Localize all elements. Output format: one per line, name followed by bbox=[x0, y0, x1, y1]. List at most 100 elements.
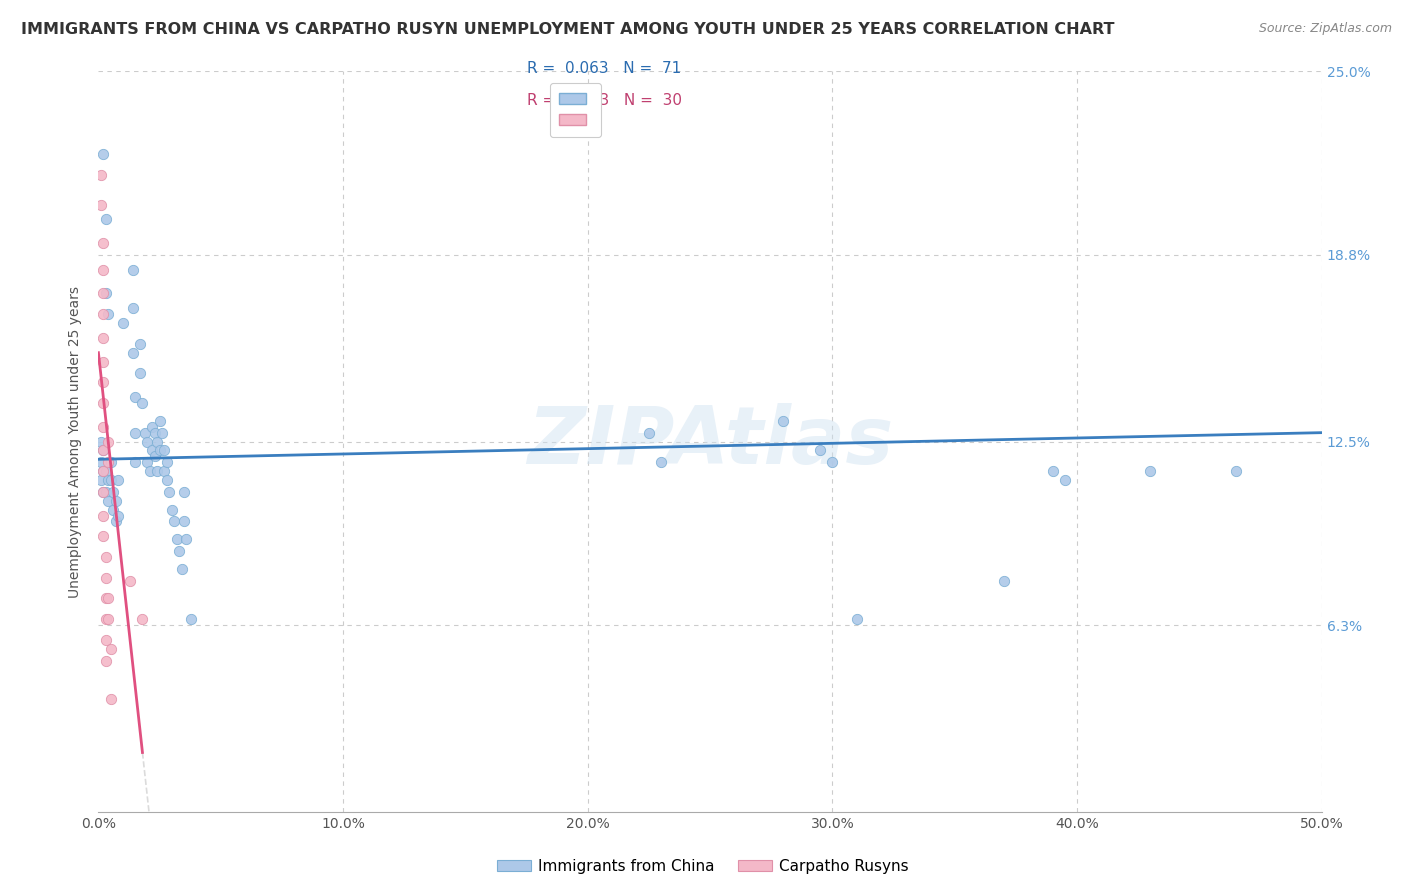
Point bbox=[808, 443, 831, 458]
Point bbox=[90, 473, 112, 487]
Point bbox=[94, 549, 117, 564]
Point bbox=[772, 414, 794, 428]
Point bbox=[91, 396, 114, 410]
Point bbox=[91, 443, 114, 458]
Point bbox=[173, 484, 195, 499]
Point bbox=[91, 307, 114, 321]
Point bbox=[150, 425, 173, 440]
Point bbox=[104, 515, 127, 529]
Point bbox=[146, 434, 169, 449]
Point bbox=[94, 286, 117, 301]
Point bbox=[91, 529, 114, 543]
Point bbox=[111, 316, 134, 330]
Point bbox=[131, 612, 153, 626]
Point bbox=[91, 464, 114, 478]
Point bbox=[91, 484, 114, 499]
Point bbox=[94, 571, 117, 585]
Point bbox=[650, 455, 672, 469]
Point bbox=[176, 533, 198, 547]
Point bbox=[637, 425, 661, 440]
Point bbox=[94, 612, 117, 626]
Point bbox=[100, 455, 122, 469]
Point bbox=[139, 464, 162, 478]
Point bbox=[94, 632, 117, 647]
Point bbox=[1042, 464, 1064, 478]
Point bbox=[160, 502, 183, 516]
Point bbox=[167, 544, 190, 558]
Point bbox=[146, 464, 169, 478]
Point bbox=[131, 396, 153, 410]
Legend: Immigrants from China, Carpatho Rusyns: Immigrants from China, Carpatho Rusyns bbox=[491, 853, 915, 880]
Text: R =  0.063   N =  71: R = 0.063 N = 71 bbox=[527, 62, 682, 76]
Point bbox=[141, 419, 163, 434]
Point bbox=[104, 493, 127, 508]
Point bbox=[136, 434, 159, 449]
Point bbox=[97, 612, 120, 626]
Point bbox=[124, 390, 146, 404]
Point bbox=[107, 508, 129, 523]
Point bbox=[91, 443, 114, 458]
Point bbox=[153, 464, 176, 478]
Point bbox=[91, 376, 114, 390]
Point bbox=[97, 307, 120, 321]
Text: R = -0.233   N =  30: R = -0.233 N = 30 bbox=[527, 94, 682, 108]
Point bbox=[90, 455, 112, 469]
Point bbox=[156, 473, 179, 487]
Point bbox=[1053, 473, 1076, 487]
Point bbox=[143, 450, 166, 464]
Legend: , : , bbox=[550, 83, 602, 137]
Point bbox=[136, 455, 159, 469]
Point bbox=[180, 612, 202, 626]
Point bbox=[121, 262, 143, 277]
Point bbox=[156, 455, 179, 469]
Point bbox=[94, 464, 117, 478]
Point bbox=[100, 692, 122, 706]
Point bbox=[91, 419, 114, 434]
Point bbox=[173, 515, 195, 529]
Text: ZIPAtlas: ZIPAtlas bbox=[527, 402, 893, 481]
Point bbox=[94, 484, 117, 499]
Point bbox=[94, 654, 117, 668]
Point bbox=[107, 473, 129, 487]
Point bbox=[129, 367, 152, 381]
Y-axis label: Unemployment Among Youth under 25 years: Unemployment Among Youth under 25 years bbox=[69, 285, 83, 598]
Text: IMMIGRANTS FROM CHINA VS CARPATHO RUSYN UNEMPLOYMENT AMONG YOUTH UNDER 25 YEARS : IMMIGRANTS FROM CHINA VS CARPATHO RUSYN … bbox=[21, 22, 1115, 37]
Point bbox=[91, 236, 114, 251]
Point bbox=[97, 591, 120, 606]
Point bbox=[1139, 464, 1161, 478]
Point bbox=[91, 331, 114, 345]
Point bbox=[1225, 464, 1247, 478]
Point bbox=[91, 464, 114, 478]
Point bbox=[134, 425, 156, 440]
Point bbox=[90, 197, 112, 211]
Point bbox=[121, 301, 143, 316]
Point bbox=[124, 455, 146, 469]
Point bbox=[97, 473, 120, 487]
Point bbox=[124, 425, 146, 440]
Point bbox=[170, 562, 193, 576]
Point bbox=[91, 262, 114, 277]
Point bbox=[97, 434, 120, 449]
Point bbox=[91, 508, 114, 523]
Point bbox=[163, 515, 186, 529]
Point bbox=[101, 484, 124, 499]
Point bbox=[121, 345, 143, 359]
Point bbox=[91, 147, 114, 161]
Point bbox=[94, 591, 117, 606]
Point bbox=[91, 286, 114, 301]
Point bbox=[143, 425, 166, 440]
Point bbox=[94, 212, 117, 227]
Point bbox=[129, 336, 152, 351]
Point bbox=[845, 612, 868, 626]
Point bbox=[100, 473, 122, 487]
Point bbox=[141, 443, 163, 458]
Point bbox=[149, 443, 172, 458]
Point bbox=[120, 574, 142, 588]
Point bbox=[153, 443, 176, 458]
Point bbox=[97, 493, 120, 508]
Point bbox=[993, 574, 1015, 588]
Point bbox=[157, 484, 180, 499]
Point bbox=[100, 641, 122, 656]
Point bbox=[90, 434, 112, 449]
Point bbox=[91, 354, 114, 368]
